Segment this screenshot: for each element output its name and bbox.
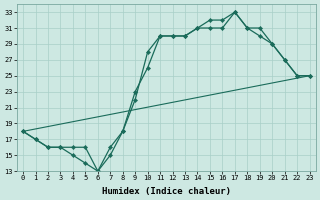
X-axis label: Humidex (Indice chaleur): Humidex (Indice chaleur) [102,187,231,196]
